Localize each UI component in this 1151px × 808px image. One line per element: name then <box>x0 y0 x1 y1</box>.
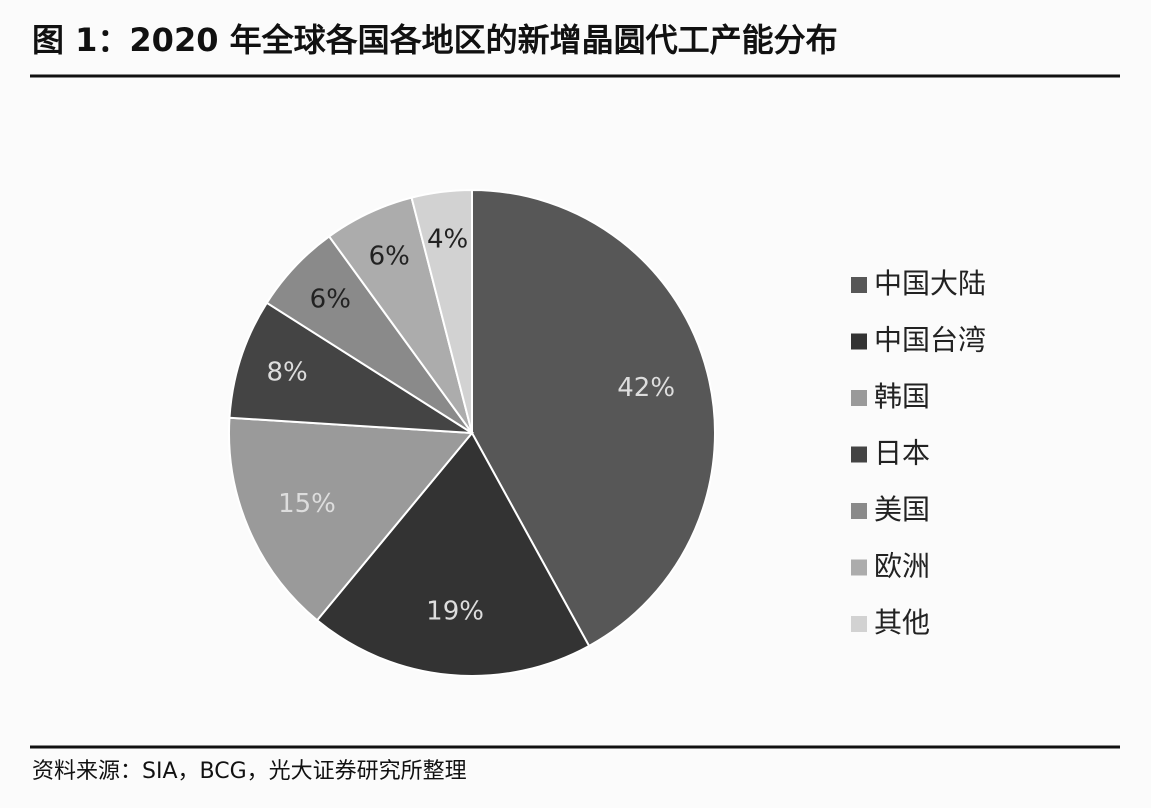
source-note: 资料来源：SIA，BCG，光大证券研究所整理 <box>32 759 467 784</box>
data-label: 15% <box>278 489 336 519</box>
data-label: 6% <box>310 284 351 314</box>
legend-swatch <box>851 616 867 632</box>
legend-swatch <box>851 333 867 350</box>
pie-slice <box>471 188 716 648</box>
legend-label: 中国台湾 <box>874 324 986 357</box>
data-label: 19% <box>426 597 484 627</box>
pie-slice <box>410 188 473 434</box>
data-label: 4% <box>427 225 468 255</box>
pie-slice <box>228 416 475 622</box>
pie-slice <box>315 431 591 677</box>
legend-label: 日本 <box>874 437 930 470</box>
legend-label: 中国大陆 <box>874 267 986 300</box>
data-label: 42% <box>617 373 675 403</box>
legend-swatch <box>851 559 867 576</box>
legend-label: 美国 <box>874 493 930 526</box>
legend-swatch <box>851 277 867 293</box>
data-label: 6% <box>369 242 410 272</box>
legend-label: 其他 <box>874 606 930 639</box>
data-label: 8% <box>266 357 307 387</box>
chart-title: 图 1：2020 年全球各国各地区的新增晶圆代工产能分布 <box>32 21 838 59</box>
legend-swatch <box>851 390 867 406</box>
pie-slice <box>228 301 473 434</box>
legend-label: 欧洲 <box>874 550 930 583</box>
legend-swatch <box>851 446 867 463</box>
legend-swatch <box>851 503 867 519</box>
legend-label: 韩国 <box>874 380 930 413</box>
